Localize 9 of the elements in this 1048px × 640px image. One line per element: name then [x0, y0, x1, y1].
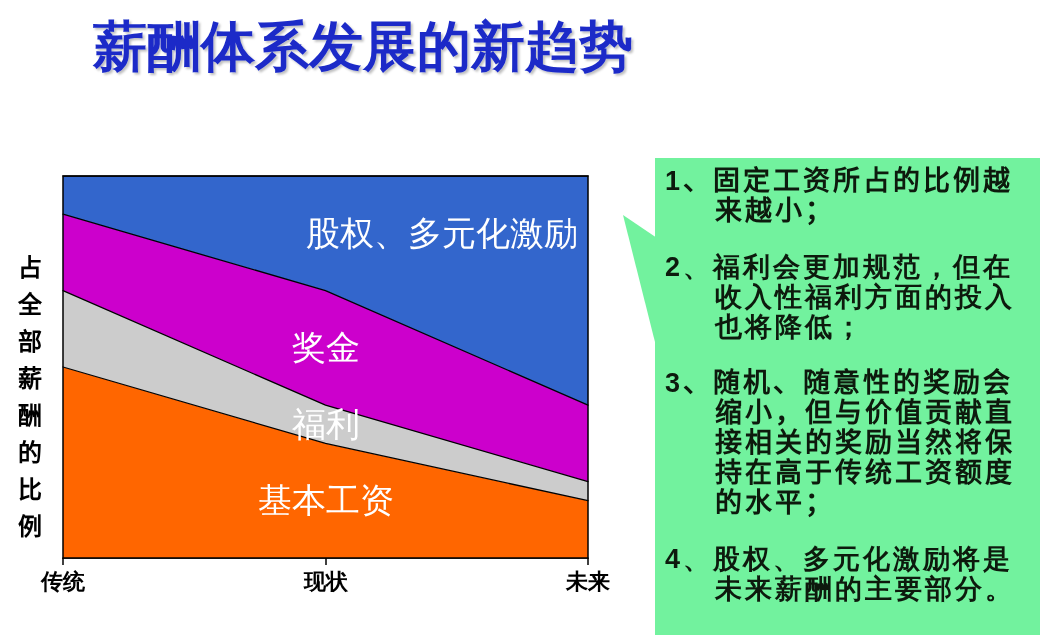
x-tick-label: 现状 [302, 568, 349, 594]
series-label: 基本工资 [257, 482, 394, 520]
chart-title: 薪酬体系发展的新趋势 [92, 16, 633, 76]
x-tick-label: 未来 [565, 568, 610, 594]
series-label: 股权、多元化激励 [306, 214, 578, 252]
y-axis-title: 占全部薪酬的比例 [18, 254, 42, 542]
x-tick-label: 传统 [40, 568, 86, 594]
series-label: 奖金 [291, 329, 360, 367]
series-label: 福利 [291, 405, 360, 443]
